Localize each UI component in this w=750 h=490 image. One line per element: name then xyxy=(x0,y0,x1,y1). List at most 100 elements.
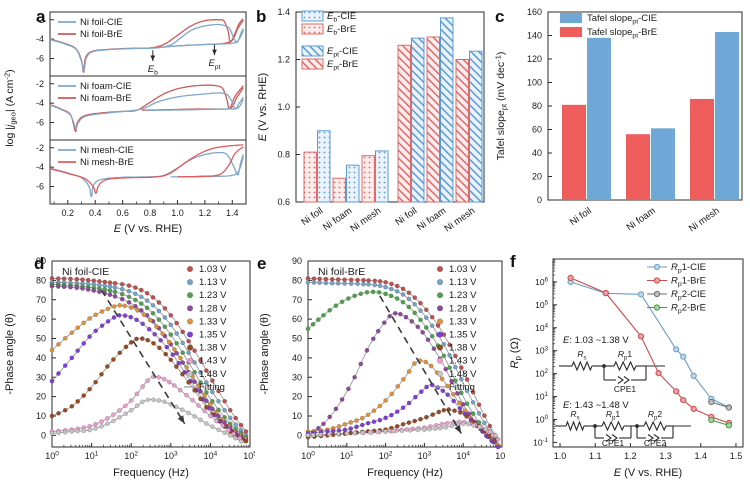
legend-entry: Ept-BrE xyxy=(327,59,358,72)
legend-entry: Ni foil-CIE xyxy=(80,17,123,28)
svg-text:30: 30 xyxy=(292,372,302,382)
legend-entry: 1.35 V xyxy=(449,330,477,341)
series-1.48V xyxy=(49,397,244,444)
svg-text:-4: -4 xyxy=(36,98,44,108)
legend-entry: Fitting xyxy=(199,382,225,393)
svg-text:105: 105 xyxy=(495,451,505,461)
panel-c: 0 20 40 60 80 100 120 140 160 Ni foil Ni foam Ni me… xyxy=(490,0,750,245)
x-category-label: Ni foam xyxy=(321,205,354,233)
x-axis-label: E (V vs. RHE) xyxy=(114,223,182,235)
svg-text:Rp1: Rp1 xyxy=(606,409,621,422)
panel-a-label: a xyxy=(36,7,46,26)
svg-text:-6: -6 xyxy=(36,182,44,192)
svg-text:Rs: Rs xyxy=(577,349,586,362)
curve-2-3 xyxy=(177,146,244,178)
svg-text:20: 20 xyxy=(292,392,302,402)
svg-text:-2: -2 xyxy=(36,143,44,153)
panel-c-label: c xyxy=(495,7,505,26)
bar-bre-Ni-foam xyxy=(626,134,650,200)
svg-text:CPE1: CPE1 xyxy=(602,438,624,448)
annotation: Eb xyxy=(148,64,158,77)
svg-text:0: 0 xyxy=(297,430,302,440)
svg-text:Rs: Rs xyxy=(570,409,579,422)
x-category-label: Ni mesh xyxy=(442,205,477,234)
svg-text:1.0: 1.0 xyxy=(171,208,184,218)
series-Rp2-CIE xyxy=(708,398,732,411)
svg-text:0.6: 0.6 xyxy=(277,197,290,207)
inset-title: E: 1.43 ~1.48 V xyxy=(563,400,629,411)
x-axis-label: E (V vs. RHE) xyxy=(614,467,682,479)
legend-entry: Tafel slopept-BrE xyxy=(587,27,657,40)
y-axis-label: Tafel slopept (mV dec-1) xyxy=(494,52,509,161)
legend-entry: 1.35 V xyxy=(199,330,227,341)
svg-text:101: 101 xyxy=(85,451,99,461)
legend-entry: 1.13 V xyxy=(199,277,227,288)
svg-text:0: 0 xyxy=(537,195,542,205)
svg-text:102: 102 xyxy=(124,451,138,461)
bar-Ept-Ni-mesh-bre xyxy=(455,59,469,203)
legend-entry: 1.43 V xyxy=(199,356,227,367)
svg-text:0.2: 0.2 xyxy=(62,208,75,218)
svg-text:-4: -4 xyxy=(36,162,44,172)
bar-cie-Ni-foil xyxy=(587,37,611,200)
svg-text:-4: -4 xyxy=(36,34,44,44)
svg-text:160: 160 xyxy=(527,7,542,17)
svg-text:106: 106 xyxy=(535,277,548,287)
svg-text:50: 50 xyxy=(36,334,46,344)
svg-text:140: 140 xyxy=(527,31,542,41)
subplot-title: Ni foil-CIE xyxy=(62,266,109,278)
panel-d-label: d xyxy=(34,254,45,273)
svg-text:105: 105 xyxy=(243,451,255,461)
svg-text:CPE1: CPE1 xyxy=(614,384,636,394)
bar-Eb-Ni-foil-bre xyxy=(303,151,317,203)
svg-text:0.8: 0.8 xyxy=(144,208,157,218)
legend-entry: 1.03 V xyxy=(199,264,227,275)
series-1.48V xyxy=(305,421,498,438)
subplot-title: Ni foil-BrE xyxy=(318,266,365,278)
bar-cie-Ni-mesh xyxy=(715,31,739,200)
legend-entry: Ni mesh-BrE xyxy=(80,157,134,168)
x-category-label: Ni foil xyxy=(568,205,594,228)
legend-entry: 1.23 V xyxy=(199,290,227,301)
svg-text:90: 90 xyxy=(292,256,302,266)
bar-Eb-Ni-foil-cie xyxy=(317,130,331,203)
svg-text:20: 20 xyxy=(36,392,46,402)
svg-text:100: 100 xyxy=(45,451,59,461)
series-1.23V xyxy=(305,289,498,444)
x-category-label: Ni foam xyxy=(415,205,448,233)
panel-e-chart: 0 10 20 30 40 50 60 70 80 90 100 101 102 103 104 105 Ni … xyxy=(259,256,505,479)
legend-entry: Rp1-CIE xyxy=(671,262,706,275)
panel-b-label: b xyxy=(256,7,267,26)
series-1.35V xyxy=(305,382,501,450)
panel-e-label: e xyxy=(257,254,267,273)
legend-entry: Ni foam-BrE xyxy=(80,93,132,104)
svg-text:1.4: 1.4 xyxy=(226,208,239,218)
panel-f-label: f xyxy=(510,252,516,271)
panel-d: 0 10 20 30 40 50 60 70 80 90 100 101 102 103 104 105 Ni … xyxy=(0,245,255,490)
svg-text:1.0: 1.0 xyxy=(277,102,290,112)
svg-text:0: 0 xyxy=(41,430,46,440)
bar-Eb-Ni-mesh-cie xyxy=(375,150,389,203)
legend-entry: Rp2-BrE xyxy=(671,303,706,316)
legend-entry: Ni foam-CIE xyxy=(80,81,132,92)
svg-text:60: 60 xyxy=(532,125,542,135)
series-1.13V xyxy=(305,279,498,441)
svg-text:60: 60 xyxy=(36,314,46,324)
legend-entry: 1.33 V xyxy=(199,316,227,327)
svg-text:1.1: 1.1 xyxy=(589,451,602,461)
svg-text:80: 80 xyxy=(36,275,46,285)
x-category-label: Ni mesh xyxy=(348,205,383,234)
svg-text:80: 80 xyxy=(292,275,302,285)
inset-title: E: 1.03 ~1.38 V xyxy=(563,335,629,346)
y-axis-label: Rp (Ω) xyxy=(509,338,523,369)
legend-entry: Ni mesh-CIE xyxy=(80,145,134,156)
legend-entry: Rp2-CIE xyxy=(671,289,706,302)
svg-text:40: 40 xyxy=(532,148,542,158)
svg-text:100: 100 xyxy=(527,78,542,88)
legend-entry: 1.33 V xyxy=(449,316,477,327)
svg-text:1.0: 1.0 xyxy=(554,451,567,461)
bar-Eb-Ni-foam-cie xyxy=(346,164,360,203)
series-1.38V xyxy=(49,336,249,444)
